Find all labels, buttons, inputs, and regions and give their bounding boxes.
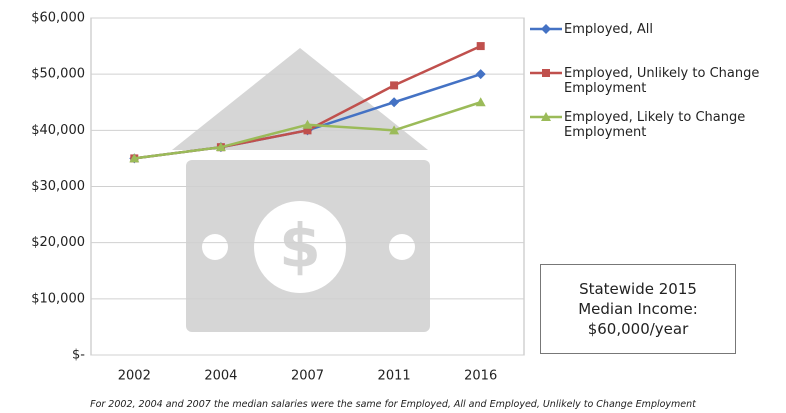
y-tick-label: $40,000	[31, 123, 85, 138]
marker	[302, 119, 313, 129]
y-tick-label: $-	[72, 348, 85, 363]
annotation-line: Statewide 2015	[579, 280, 697, 298]
marker	[476, 42, 485, 51]
annotation-line: $60,000/year	[587, 320, 689, 338]
legend-label: Employed, Unlikely to Change Employment	[564, 66, 760, 96]
y-tick-label: $60,000	[31, 11, 85, 26]
marker	[129, 153, 140, 163]
footnote: For 2002, 2004 and 2007 the median salar…	[90, 399, 696, 410]
y-tick-label: $50,000	[31, 67, 85, 82]
legend-label: Employed, Likely to Change Employment	[564, 110, 746, 140]
y-tick-label: $10,000	[31, 291, 85, 306]
x-tick-label: 2011	[378, 369, 411, 384]
svg-text:$: $	[279, 212, 321, 282]
x-tick-label: 2007	[291, 369, 324, 384]
annotation-box: Statewide 2015 Median Income: $60,000/year	[540, 264, 736, 354]
legend-label: Employed, All	[564, 22, 654, 37]
y-tick-label: $20,000	[31, 235, 85, 250]
x-tick-label: 2016	[464, 369, 497, 384]
y-tick-label: $30,000	[31, 179, 85, 194]
x-tick-label: 2004	[204, 369, 237, 384]
marker	[215, 142, 226, 152]
watermark: $	[172, 48, 430, 332]
x-tick-label: 2002	[118, 369, 151, 384]
marker	[541, 112, 551, 121]
marker	[475, 69, 486, 80]
marker	[541, 24, 551, 34]
marker	[542, 69, 550, 77]
marker	[303, 126, 312, 135]
marker	[390, 81, 399, 90]
marker	[389, 125, 400, 135]
annotation-line: Median Income:	[578, 300, 698, 318]
marker	[389, 97, 400, 108]
marker	[475, 97, 486, 107]
